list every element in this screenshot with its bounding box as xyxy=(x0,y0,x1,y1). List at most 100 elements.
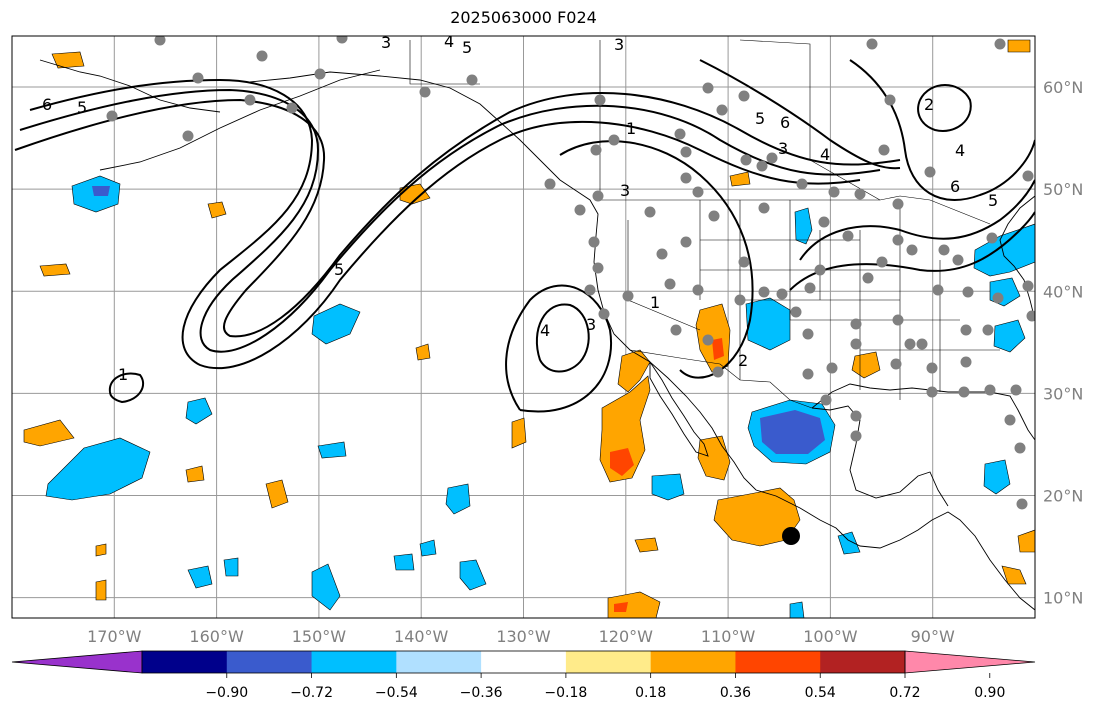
gridlines xyxy=(12,36,1035,618)
contour-line xyxy=(14,92,901,338)
station-dot xyxy=(892,198,904,210)
station-dot xyxy=(1010,384,1022,396)
us-canada-border xyxy=(600,195,991,225)
station-dot xyxy=(802,368,814,380)
station-dot xyxy=(584,284,596,296)
contour-label: 4 xyxy=(820,145,830,164)
station-dot xyxy=(1004,414,1016,426)
aleutians xyxy=(39,59,221,113)
station-dot xyxy=(680,146,692,158)
strong-positive-anomaly-region xyxy=(712,338,724,360)
station-dot xyxy=(994,38,1006,50)
longitude-tick-label: 160°W xyxy=(189,627,244,646)
contour-label: 3 xyxy=(778,139,788,158)
station-dot xyxy=(932,284,944,296)
colorbar-segment xyxy=(142,651,228,673)
contour-labels: 6 5 3 4 5 3 1 3 5 4 3 1 2 5 6 3 4 2 4 6 … xyxy=(42,32,998,384)
negative-anomaly-region xyxy=(317,441,347,459)
negative-anomaly-region xyxy=(973,223,1035,277)
negative-anomaly-region xyxy=(459,559,487,591)
latitude-tick-label: 20°N xyxy=(1043,486,1083,505)
station-dot xyxy=(984,384,996,396)
colorbar-tick-label: −0.54 xyxy=(375,685,418,701)
colorbar-segment xyxy=(481,651,567,673)
station-dot xyxy=(592,262,604,274)
station-dot xyxy=(1016,498,1028,510)
station-dot xyxy=(850,318,862,330)
station-dot xyxy=(862,272,874,284)
contour-label: 5 xyxy=(334,260,344,279)
coastlines xyxy=(39,59,1035,611)
station-dot xyxy=(952,254,964,266)
negative-anomaly-region xyxy=(651,473,685,501)
station-dot xyxy=(106,110,118,122)
contour-line xyxy=(917,84,972,132)
station-dot xyxy=(574,204,586,216)
negative-anomaly-region xyxy=(445,483,471,515)
positive-anomaly-region xyxy=(1017,529,1035,553)
colorbar-segment xyxy=(650,651,736,673)
positive-anomaly-region xyxy=(95,543,107,557)
latitude-tick-label: 50°N xyxy=(1043,180,1083,199)
positive-anomaly-region xyxy=(51,51,85,69)
contour-label: 5 xyxy=(77,98,87,117)
colorbar-segment xyxy=(565,651,652,673)
map-frame xyxy=(11,35,1036,619)
station-dot xyxy=(890,358,902,370)
strong-positive-anomaly-region xyxy=(614,602,628,612)
longitude-tick-label: 110°W xyxy=(701,627,756,646)
station-dot xyxy=(766,152,778,164)
contour-line xyxy=(849,59,1035,201)
station-dot xyxy=(850,430,862,442)
strong-positive-anomaly-region xyxy=(610,448,634,476)
station-dot xyxy=(692,186,704,198)
positive-anomaly-region xyxy=(207,201,227,219)
station-dot xyxy=(670,324,682,336)
contour-label: 5 xyxy=(755,109,765,128)
station-dot xyxy=(828,186,840,198)
station-dot xyxy=(702,334,714,346)
contour-label: 6 xyxy=(42,95,52,114)
colorbar-segment xyxy=(820,651,906,673)
station-dot xyxy=(256,50,268,62)
gulf-coastline xyxy=(811,405,949,507)
longitude-tick-label: 130°W xyxy=(496,627,551,646)
negative-anomaly-region xyxy=(311,303,361,345)
station-dot xyxy=(608,134,620,146)
station-dot xyxy=(818,216,830,228)
longitude-labels: 170°W 160°W 150°W 140°W 130°W 120°W 110°W 100°W… xyxy=(87,627,955,646)
station-dot xyxy=(154,36,166,46)
contour-line xyxy=(108,372,145,404)
colorbar: −0.90 −0.72 −0.54 −0.36 −0.18 0.18 0.36 0.54 0.7… xyxy=(11,650,1036,701)
contour-label: 1 xyxy=(626,119,636,138)
positive-anomaly-region xyxy=(1001,565,1027,585)
contour-line xyxy=(789,211,1035,291)
negative-anomaly-region xyxy=(311,563,341,611)
station-dot xyxy=(992,292,1004,304)
colorbar-segment xyxy=(311,651,397,673)
station-dot xyxy=(904,338,916,350)
alaska-coast xyxy=(99,69,381,171)
contour-line xyxy=(535,303,590,373)
map-title: 2025063000 F024 xyxy=(450,8,597,27)
station-dot xyxy=(796,178,808,190)
station-dot xyxy=(656,248,668,260)
location-marker xyxy=(782,527,800,545)
station-dot xyxy=(594,94,606,106)
station-dot xyxy=(712,366,724,378)
station-dot xyxy=(244,94,256,106)
station-dot xyxy=(826,362,838,374)
station-dot xyxy=(192,72,204,84)
positive-anomaly-region xyxy=(634,537,659,553)
negative-anomaly-region xyxy=(993,319,1026,353)
station-dot xyxy=(804,282,816,294)
station-dot xyxy=(892,234,904,246)
colorbar-tick-label: −0.72 xyxy=(290,685,333,701)
station-dot xyxy=(644,206,656,218)
latitude-tick-label: 30°N xyxy=(1043,384,1083,403)
station-dot xyxy=(680,172,692,184)
contour-line xyxy=(29,78,861,370)
station-dot xyxy=(960,356,972,368)
station-dot xyxy=(598,308,610,320)
longitude-tick-label: 100°W xyxy=(803,627,858,646)
